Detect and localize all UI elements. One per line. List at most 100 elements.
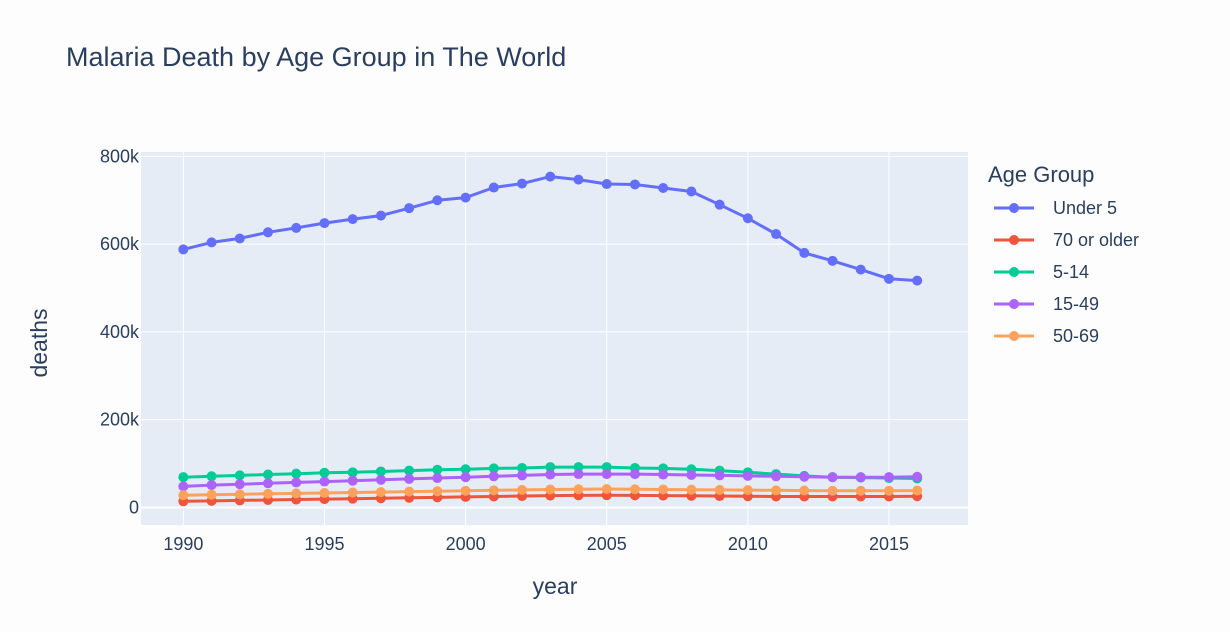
data-point[interactable] xyxy=(206,237,217,248)
data-point[interactable] xyxy=(601,484,612,495)
data-point[interactable] xyxy=(347,467,358,478)
data-point[interactable] xyxy=(855,472,866,483)
data-point[interactable] xyxy=(460,472,471,483)
data-point[interactable] xyxy=(686,484,697,495)
data-point[interactable] xyxy=(855,264,866,275)
data-point[interactable] xyxy=(883,485,894,496)
data-point[interactable] xyxy=(178,244,189,255)
data-point[interactable] xyxy=(263,488,274,499)
data-point[interactable] xyxy=(488,485,499,496)
data-point[interactable] xyxy=(545,171,556,182)
data-point[interactable] xyxy=(432,486,443,497)
data-point[interactable] xyxy=(319,476,330,487)
data-point[interactable] xyxy=(601,469,612,480)
data-point[interactable] xyxy=(714,484,725,495)
data-point[interactable] xyxy=(629,469,640,480)
data-point[interactable] xyxy=(883,472,894,483)
data-point[interactable] xyxy=(545,469,556,480)
data-point[interactable] xyxy=(488,182,499,193)
data-point[interactable] xyxy=(517,178,528,189)
data-point[interactable] xyxy=(347,214,358,225)
data-point[interactable] xyxy=(234,489,245,500)
data-point[interactable] xyxy=(771,471,782,482)
data-point[interactable] xyxy=(432,195,443,206)
data-point[interactable] xyxy=(319,487,330,498)
data-point[interactable] xyxy=(658,484,669,495)
data-point[interactable] xyxy=(206,471,217,482)
legend-item[interactable]: 5-14 xyxy=(994,262,1089,282)
data-point[interactable] xyxy=(771,229,782,240)
data-point[interactable] xyxy=(686,186,697,197)
data-point[interactable] xyxy=(545,462,556,473)
data-point[interactable] xyxy=(234,233,245,244)
legend-item[interactable]: Under 5 xyxy=(994,198,1117,218)
data-point[interactable] xyxy=(573,174,584,185)
data-point[interactable] xyxy=(714,470,725,481)
data-point[interactable] xyxy=(291,477,302,488)
legend-item[interactable]: 15-49 xyxy=(994,294,1099,314)
data-point[interactable] xyxy=(263,469,274,480)
legend-item[interactable]: 50-69 xyxy=(994,326,1099,346)
data-point[interactable] xyxy=(234,470,245,481)
data-point[interactable] xyxy=(404,486,415,497)
data-point[interactable] xyxy=(827,485,838,496)
data-point[interactable] xyxy=(742,470,753,481)
data-point[interactable] xyxy=(319,218,330,229)
data-point[interactable] xyxy=(234,479,245,490)
data-point[interactable] xyxy=(432,464,443,475)
data-point[interactable] xyxy=(347,487,358,498)
data-point[interactable] xyxy=(517,462,528,473)
data-point[interactable] xyxy=(460,192,471,203)
data-point[interactable] xyxy=(291,468,302,479)
data-point[interactable] xyxy=(742,213,753,224)
data-point[interactable] xyxy=(404,465,415,476)
data-point[interactable] xyxy=(178,490,189,501)
data-point[interactable] xyxy=(771,485,782,496)
data-point[interactable] xyxy=(545,484,556,495)
data-point[interactable] xyxy=(375,487,386,498)
data-point[interactable] xyxy=(375,466,386,477)
data-point[interactable] xyxy=(517,484,528,495)
data-point[interactable] xyxy=(827,472,838,483)
data-point[interactable] xyxy=(291,222,302,233)
data-point[interactable] xyxy=(460,464,471,475)
data-point[interactable] xyxy=(375,474,386,485)
data-point[interactable] xyxy=(601,462,612,473)
data-point[interactable] xyxy=(488,471,499,482)
data-point[interactable] xyxy=(404,203,415,214)
data-point[interactable] xyxy=(573,469,584,480)
data-point[interactable] xyxy=(658,182,669,193)
data-point[interactable] xyxy=(714,199,725,210)
data-point[interactable] xyxy=(799,485,810,496)
data-point[interactable] xyxy=(263,478,274,489)
data-point[interactable] xyxy=(178,481,189,492)
legend-item[interactable]: 70 or older xyxy=(994,230,1139,250)
data-point[interactable] xyxy=(573,484,584,495)
data-point[interactable] xyxy=(658,469,669,480)
data-point[interactable] xyxy=(432,473,443,484)
data-point[interactable] xyxy=(912,471,923,482)
data-point[interactable] xyxy=(686,469,697,480)
data-point[interactable] xyxy=(883,273,894,284)
data-point[interactable] xyxy=(629,484,640,495)
data-point[interactable] xyxy=(912,485,923,496)
data-point[interactable] xyxy=(827,255,838,266)
data-point[interactable] xyxy=(601,179,612,190)
data-point[interactable] xyxy=(263,227,274,238)
data-point[interactable] xyxy=(912,275,923,286)
data-point[interactable] xyxy=(460,485,471,496)
data-point[interactable] xyxy=(517,470,528,481)
data-point[interactable] xyxy=(404,473,415,484)
data-point[interactable] xyxy=(573,462,584,473)
data-point[interactable] xyxy=(319,467,330,478)
data-point[interactable] xyxy=(206,489,217,500)
legend[interactable]: Under 5 70 or older 5-14 15-49 50-69 xyxy=(994,198,1139,346)
data-point[interactable] xyxy=(206,480,217,491)
data-point[interactable] xyxy=(629,179,640,190)
data-point[interactable] xyxy=(799,247,810,258)
data-point[interactable] xyxy=(799,471,810,482)
data-point[interactable] xyxy=(291,488,302,499)
data-point[interactable] xyxy=(742,485,753,496)
data-point[interactable] xyxy=(375,210,386,221)
data-point[interactable] xyxy=(347,475,358,486)
